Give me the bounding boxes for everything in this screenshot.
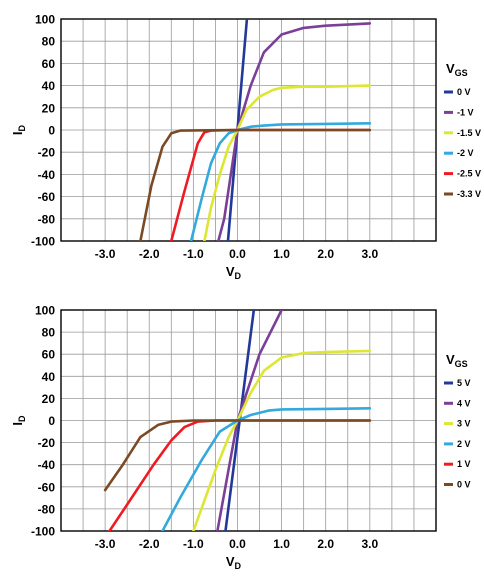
legend-entry: 3 V bbox=[457, 419, 471, 429]
x-tick-label: 2.0 bbox=[317, 247, 334, 261]
legend-entry: 0 V bbox=[457, 480, 471, 490]
legend-title: VGS bbox=[446, 61, 468, 78]
series-line-2 bbox=[192, 349, 372, 531]
x-tick-label: -1.0 bbox=[183, 537, 204, 551]
series-line-5 bbox=[139, 128, 372, 241]
y-tick-label: 0 bbox=[48, 124, 55, 138]
legend-entry: 2 V bbox=[457, 439, 471, 449]
y-tick-label: 20 bbox=[42, 101, 56, 115]
series-line-1 bbox=[216, 22, 372, 241]
y-tick-label: -60 bbox=[38, 190, 56, 204]
legend-entry: 1 V bbox=[457, 459, 471, 469]
x-tick-label: -1.0 bbox=[183, 247, 204, 261]
legend-entry: -2.5 V bbox=[457, 169, 481, 179]
series-line-4 bbox=[170, 128, 372, 241]
x-tick-label: -2.0 bbox=[139, 537, 160, 551]
y-tick-label: -80 bbox=[38, 502, 56, 516]
plot-frame bbox=[60, 309, 437, 532]
y-tick-label: 40 bbox=[42, 79, 56, 93]
series-line-3 bbox=[161, 406, 372, 531]
y-axis-label: ID bbox=[10, 415, 27, 426]
x-tick-label: -2.0 bbox=[139, 247, 160, 261]
y-tick-label: 100 bbox=[35, 13, 55, 27]
y-tick-label: -80 bbox=[38, 212, 56, 226]
y-tick-label: 0 bbox=[48, 414, 55, 428]
chart-top: 100 80 60 40 20 0 -20 -40 -60 -80 -100 -3.0 -2.0 -1.0… bbox=[10, 13, 481, 282]
y-tick-label: -60 bbox=[38, 480, 56, 494]
y-tick-label: -20 bbox=[38, 436, 56, 450]
chart-bottom: 100 80 60 40 20 0 -20 -40 -60 -80 -100 -3.0 -2.0 -1.0… bbox=[10, 304, 471, 572]
legend-entry: -1 V bbox=[457, 107, 474, 117]
x-tick-label: 1.0 bbox=[273, 537, 290, 551]
legend-entry: 4 V bbox=[457, 398, 471, 408]
y-tick-label: -20 bbox=[38, 146, 56, 160]
x-axis-label: VD bbox=[226, 554, 242, 571]
x-tick-label: 1.0 bbox=[273, 247, 290, 261]
legend-title: VGS bbox=[446, 352, 468, 369]
series-line-1 bbox=[216, 310, 284, 531]
y-tick-label: 60 bbox=[42, 57, 56, 71]
x-tick-label: 0.0 bbox=[229, 247, 246, 261]
y-tick-label: 80 bbox=[42, 326, 56, 340]
y-tick-label: -40 bbox=[38, 458, 56, 472]
x-tick-label: -3.0 bbox=[95, 247, 116, 261]
y-tick-label: 20 bbox=[42, 392, 56, 406]
legend-entry: 0 V bbox=[457, 87, 471, 97]
legend-entry: -1.5 V bbox=[457, 128, 481, 138]
y-tick-label: 60 bbox=[42, 348, 56, 362]
series-line-5 bbox=[103, 419, 372, 492]
plot-frame bbox=[60, 18, 437, 242]
x-tick-label: 3.0 bbox=[361, 537, 378, 551]
y-tick-label: 40 bbox=[42, 370, 56, 384]
legend-entry: -3.3 V bbox=[457, 189, 481, 199]
y-tick-label: 100 bbox=[35, 304, 55, 318]
legend-entry: 5 V bbox=[457, 378, 471, 388]
x-tick-label: 0.0 bbox=[229, 537, 246, 551]
x-tick-label: 2.0 bbox=[317, 537, 334, 551]
y-tick-label: -40 bbox=[38, 168, 56, 182]
y-tick-label: 80 bbox=[42, 35, 56, 49]
series-line-2 bbox=[203, 84, 372, 241]
legend-entry: -2 V bbox=[457, 148, 474, 158]
x-tick-label: 3.0 bbox=[361, 247, 378, 261]
y-tick-label: -100 bbox=[31, 235, 55, 249]
series-line-4 bbox=[108, 419, 372, 531]
y-axis-label: ID bbox=[10, 124, 27, 135]
x-tick-label: -3.0 bbox=[95, 537, 116, 551]
y-tick-label: -100 bbox=[31, 525, 55, 539]
x-axis-label: VD bbox=[226, 264, 242, 281]
